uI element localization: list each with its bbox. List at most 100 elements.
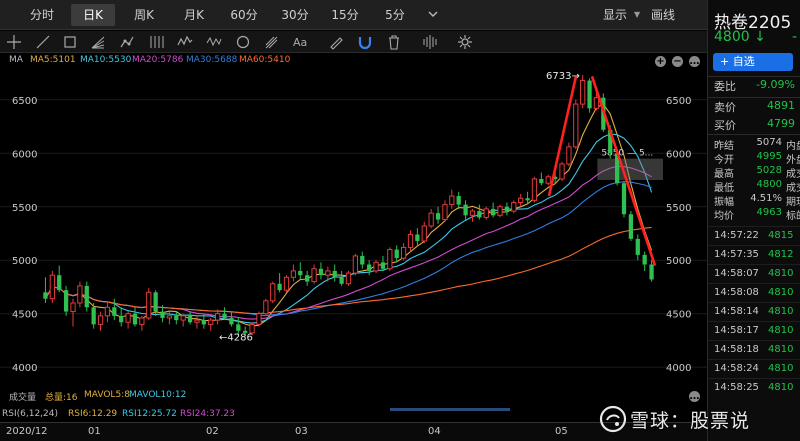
tick-time: 14:58:24: [714, 363, 759, 374]
y-tick-label-left: 6000: [12, 149, 37, 160]
volume-more-icon[interactable]: …: [689, 391, 700, 402]
date-tick: 03: [295, 426, 308, 437]
stat-value: 4995: [756, 151, 782, 162]
tab-daily-k[interactable]: 日K: [71, 4, 115, 26]
date-tick: 05: [555, 426, 568, 437]
watermark-text: 雪球：股票说: [630, 410, 751, 432]
mavol10-value: MAVOL10:12: [129, 390, 187, 400]
trash-icon[interactable]: [384, 33, 404, 51]
tab-60min[interactable]: 60分: [230, 8, 258, 22]
candle-body: [435, 213, 441, 220]
tab-15min[interactable]: 15分: [331, 8, 359, 22]
tab-intraday[interactable]: 分时: [29, 8, 54, 22]
candle-body: [649, 264, 654, 280]
add-watchlist-button[interactable]: + 自选: [713, 53, 793, 71]
tick-price: 4815: [768, 230, 794, 241]
tick-price: 4810: [768, 344, 794, 355]
tick-time: 14:57:22: [714, 230, 759, 241]
tick-time: 14:58:07: [714, 268, 759, 279]
pitchfork-icon[interactable]: [262, 33, 282, 51]
candle-body: [456, 196, 461, 205]
tick-price: 4810: [768, 382, 794, 393]
candle-body: [449, 195, 455, 206]
last-price-value: 4800: [714, 29, 750, 45]
candle-body: [373, 261, 379, 272]
candle-body: [119, 315, 124, 323]
y-tick-label-right: 5500: [666, 203, 691, 214]
price-change: -: [792, 29, 798, 45]
stat-label: 均价: [714, 211, 734, 222]
settings-icon[interactable]: [455, 33, 475, 51]
y-tick-label-left: 4000: [12, 363, 37, 374]
remove-indicator-button[interactable]: −: [672, 56, 683, 67]
rect-icon[interactable]: [60, 33, 80, 51]
order-ratio-label: 委比: [714, 80, 736, 93]
candlestick-chart[interactable]: 6500 6500 6000 6000 5500 5500 5000 5000 4500 4500…: [0, 68, 707, 386]
tab-weekly-k[interactable]: 周K: [134, 8, 154, 22]
down-arrow-icon: ↓: [754, 29, 766, 45]
trend-line-down: [590, 75, 657, 266]
align-icon[interactable]: [420, 33, 440, 51]
candle-body: [491, 208, 496, 216]
pen-icon[interactable]: [326, 33, 346, 51]
stat-label: 期现: [786, 197, 800, 208]
xueqiu-logo-icon: [599, 405, 627, 433]
candle-body: [525, 198, 530, 201]
tick-price: 4810: [768, 306, 794, 317]
text-icon[interactable]: Aa: [291, 33, 311, 51]
pattern-icon[interactable]: [117, 33, 137, 51]
stat-row: 最低 4800 成交: [708, 179, 800, 194]
candle-body: [201, 320, 206, 325]
tab-monthly-k[interactable]: 月K: [184, 8, 204, 22]
draw-button[interactable]: 画线: [651, 8, 676, 22]
y-tick-label-left: 5000: [12, 256, 37, 267]
ma30-line: [44, 181, 652, 317]
candle-body: [77, 285, 83, 304]
date-tick: 2020/12: [6, 426, 48, 437]
candle-body: [483, 208, 489, 218]
more-icon[interactable]: …: [689, 56, 700, 67]
candle-body: [580, 80, 586, 105]
chevron-down-icon[interactable]: [424, 4, 442, 26]
tick-row: 14:58:07 4810: [708, 264, 800, 282]
candle-body: [318, 268, 324, 276]
crosshair-icon[interactable]: [4, 33, 24, 51]
zigzag-icon[interactable]: [204, 33, 224, 51]
divider: [708, 134, 800, 135]
candle-body: [339, 277, 344, 284]
candle-body: [174, 315, 179, 321]
candle-body: [593, 97, 600, 109]
candle-body: [208, 319, 214, 325]
add-indicator-button[interactable]: +: [655, 56, 666, 67]
ask-value: 4891: [767, 99, 795, 112]
channel-icon[interactable]: [146, 33, 166, 51]
candle-body: [394, 249, 399, 259]
candle-body: [222, 313, 227, 318]
tick-row: 14:58:24 4810: [708, 359, 800, 377]
candle-body: [380, 262, 386, 269]
price-box-label: 5850 — 5...: [601, 149, 653, 159]
high-price-marker: 6733→: [546, 71, 580, 82]
ma20-value: MA20:5786: [132, 55, 184, 65]
tab-5min[interactable]: 5分: [385, 8, 405, 22]
wave-icon[interactable]: [175, 33, 195, 51]
display-menu[interactable]: 显示: [603, 8, 628, 22]
circle-icon[interactable]: [233, 33, 253, 51]
candle-body: [104, 306, 111, 317]
candle-body: [160, 311, 165, 318]
tab-30min[interactable]: 30分: [281, 8, 309, 22]
tick-time: 14:58:17: [714, 325, 759, 336]
fib-fan-icon[interactable]: [88, 33, 108, 51]
tick-row: 14:57:22 4815: [708, 226, 800, 244]
rsi-title: RSI(6,12,24): [2, 409, 58, 419]
rsi12-value: RSI12:25.72: [122, 409, 177, 419]
svg-text:Aa: Aa: [293, 36, 307, 49]
magnet-icon[interactable]: [355, 33, 375, 51]
date-axis: 2020/12 01 02 03 04 05: [0, 422, 707, 441]
candle-body: [249, 323, 255, 334]
line-icon[interactable]: [33, 33, 53, 51]
y-tick-label-right: 6500: [666, 96, 691, 107]
candle-body: [552, 176, 558, 179]
candle-body: [229, 317, 234, 325]
candle-body: [545, 176, 551, 184]
